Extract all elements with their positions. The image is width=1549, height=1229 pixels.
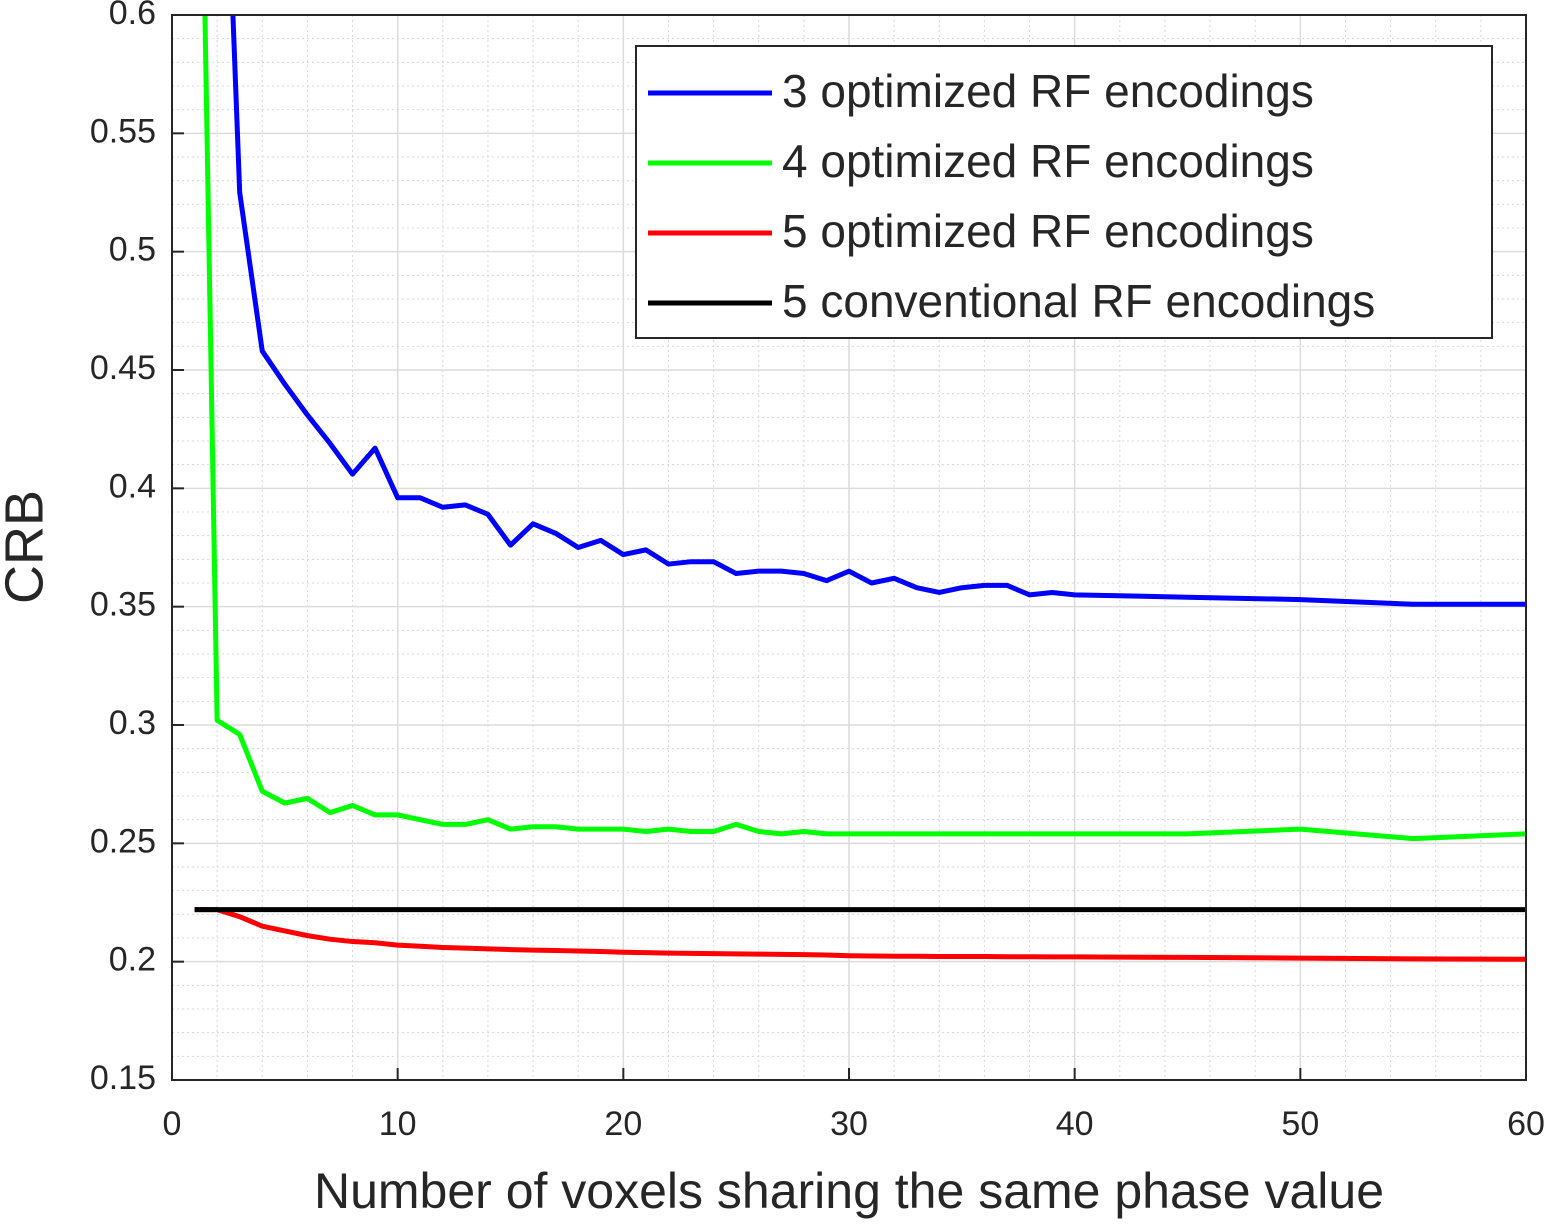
x-tick-label: 30 [830, 1105, 868, 1143]
lines [194, 15, 1526, 962]
legend-label: 5 optimized RF encodings [782, 205, 1314, 257]
x-axis-label: Number of voxels sharing the same phase … [314, 1163, 1384, 1219]
legend-label: 3 optimized RF encodings [782, 65, 1314, 117]
legend: 3 optimized RF encodings 4 optimized RF e… [635, 45, 1493, 339]
y-axis-label: CRB [0, 490, 54, 604]
y-tick-label: 0.55 [90, 112, 156, 150]
y-tick-label: 0.5 [109, 231, 156, 269]
y-tick-label: 0.4 [109, 467, 156, 505]
ticks: 0 10 20 30 40 50 60 0.15 0.2 0.25 0.3 0.35 0.4 0.45 0.… [90, 0, 1545, 1143]
x-tick-label: 20 [604, 1105, 642, 1143]
legend-box [635, 45, 1493, 339]
x-tick-label: 50 [1281, 1105, 1319, 1143]
y-tick-label: 0.3 [109, 704, 156, 742]
y-tick-label: 0.25 [90, 822, 156, 860]
x-tick-label: 10 [379, 1105, 417, 1143]
x-tick-label: 0 [163, 1105, 182, 1143]
legend-label: 5 conventional RF encodings [782, 275, 1375, 327]
series-line [230, 15, 1526, 607]
x-tick-label: 60 [1507, 1105, 1545, 1143]
y-tick-label: 0.45 [90, 349, 156, 387]
y-tick-label: 0.35 [90, 586, 156, 624]
y-tick-label: 0.2 [109, 941, 156, 979]
series-line [194, 907, 1526, 962]
y-tick-label: 0.15 [90, 1059, 156, 1097]
y-tick-label: 0.6 [109, 0, 156, 32]
legend-label: 4 optimized RF encodings [782, 135, 1314, 187]
series-line [202, 15, 1526, 842]
x-tick-label: 40 [1056, 1105, 1094, 1143]
